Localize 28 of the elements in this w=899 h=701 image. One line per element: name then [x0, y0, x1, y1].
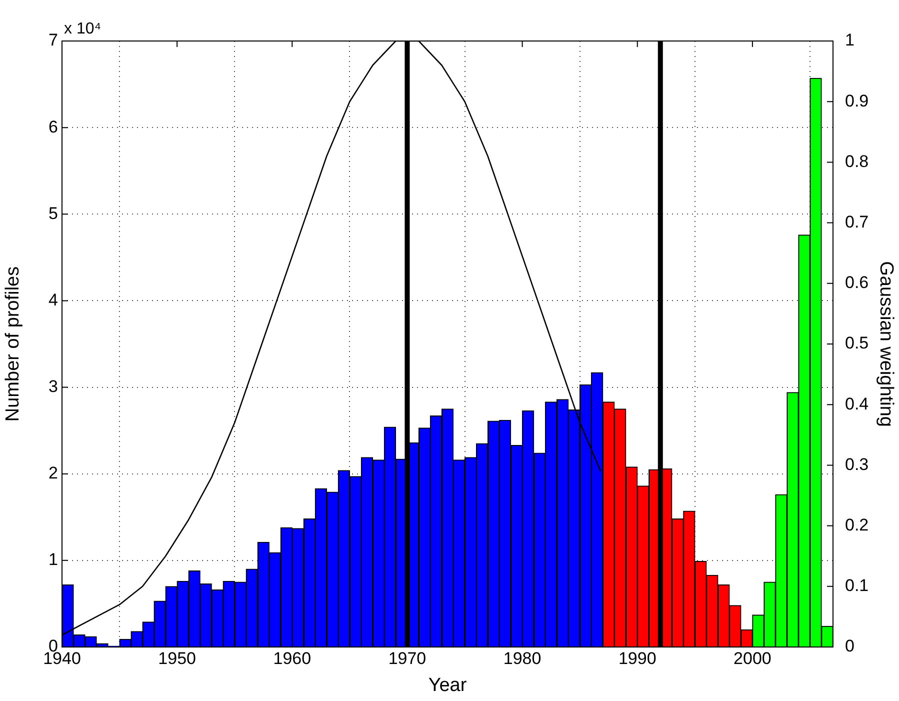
y2-tick-label: 1	[845, 30, 854, 50]
y2-tick-label: 0.6	[845, 273, 869, 292]
x-tick-label: 1960	[273, 648, 312, 668]
x-tick-label: 1970	[388, 648, 426, 668]
y2-tick-label: 0.5	[845, 334, 869, 353]
x-tick-label: 1990	[618, 648, 656, 668]
y2-tick-label: 0.4	[845, 394, 869, 414]
y2-tick-label: 0	[845, 636, 854, 656]
y-tick-label: 7	[48, 30, 58, 50]
y-tick-label: 1	[48, 550, 58, 570]
y2-tick-label: 0.3	[845, 454, 869, 474]
x-tick-label: 1950	[158, 648, 196, 668]
y-tick-label: 5	[48, 204, 58, 223]
y2-tick-label: 0.9	[845, 91, 869, 110]
y2-tick-label: 0.2	[845, 515, 869, 534]
x-tick-label: 1980	[503, 648, 542, 668]
y-tick-label: 2	[48, 464, 58, 483]
y2-tick-label: 0.1	[845, 576, 869, 596]
text: x 10⁴	[64, 20, 102, 38]
y2-axis-title: Gaussian weighting	[875, 261, 896, 427]
x-axis-title: Year	[428, 674, 468, 696]
y2-tick-label: 0.7	[845, 212, 869, 232]
y2-tick-label: 0.8	[845, 152, 869, 171]
y-tick-label: 6	[48, 117, 58, 136]
x-tick-label: 2000	[734, 648, 772, 668]
y-axis-title: Number of profiles	[2, 266, 24, 422]
y-tick-label: 3	[48, 376, 58, 396]
y-tick-label: 4	[48, 290, 58, 310]
